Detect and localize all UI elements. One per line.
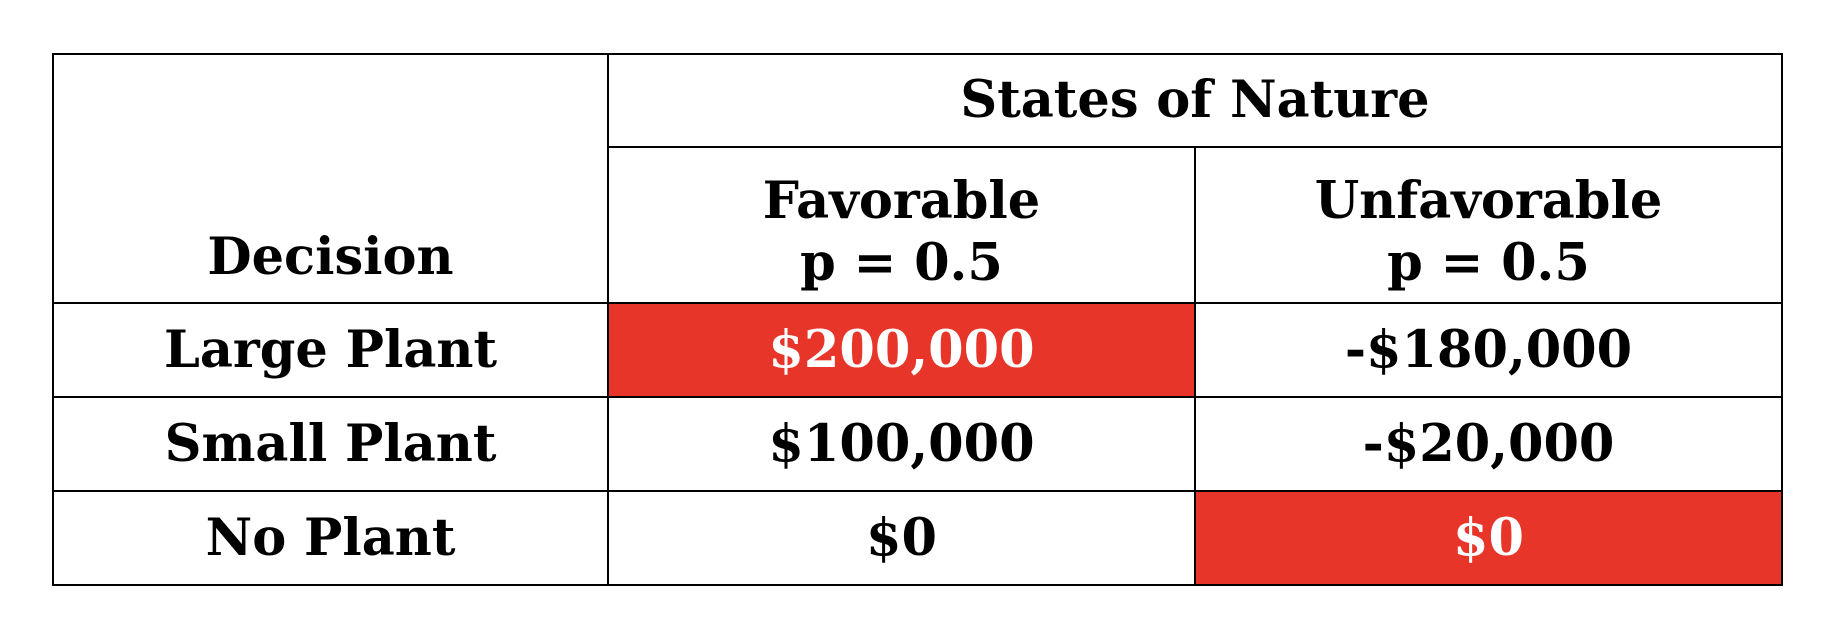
decision-header: Decision [52, 53, 609, 304]
unfavorable-probability: p = 0.5 [1387, 232, 1590, 293]
payoff-cell-highlighted: $0 [1194, 490, 1783, 586]
states-of-nature-header: States of Nature [607, 53, 1783, 148]
payoff-cell: -$20,000 [1194, 396, 1783, 492]
unfavorable-header: Unfavorable p = 0.5 [1194, 146, 1783, 304]
decision-cell: Large Plant [52, 302, 609, 398]
payoff-table: Decision States of Nature Favorable p = … [52, 53, 1783, 586]
favorable-label: Favorable [762, 170, 1041, 231]
decision-cell: Small Plant [52, 396, 609, 492]
payoff-cell-highlighted: $200,000 [607, 302, 1196, 398]
payoff-cell: -$180,000 [1194, 302, 1783, 398]
favorable-probability: p = 0.5 [800, 232, 1003, 293]
table-row: No Plant $0 $0 [52, 490, 1783, 586]
table-row: Small Plant $100,000 -$20,000 [52, 396, 1783, 492]
payoff-cell: $100,000 [607, 396, 1196, 492]
table-row: Large Plant $200,000 -$180,000 [52, 302, 1783, 398]
payoff-cell: $0 [607, 490, 1196, 586]
header-row-states: Decision States of Nature [52, 53, 1783, 304]
favorable-header: Favorable p = 0.5 [607, 146, 1196, 304]
header-row-probabilities: Favorable p = 0.5 Unfavorable p = 0.5 [53, 146, 1783, 304]
unfavorable-label: Unfavorable [1314, 170, 1663, 231]
decision-cell: No Plant [52, 490, 609, 586]
